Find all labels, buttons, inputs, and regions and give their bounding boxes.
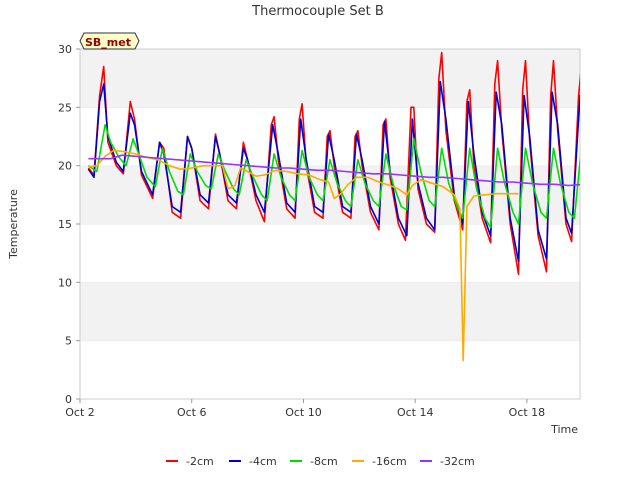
grid-band: [80, 282, 580, 341]
grid-band: [80, 224, 580, 283]
site-badge-label: SB_met: [85, 36, 131, 49]
y-axis: 0 5 10 15 20 25 30: [58, 43, 80, 406]
legend-item: -32cm: [420, 455, 475, 468]
grid-bands: [80, 48, 580, 399]
y-tick-label: 30: [58, 43, 72, 56]
legend: -2cm -4cm -8cm -16cm -32cm: [166, 455, 475, 468]
y-tick-label: 10: [58, 276, 72, 289]
legend-label: -8cm: [310, 455, 338, 468]
legend-label: -4cm: [249, 455, 277, 468]
legend-item: -4cm: [229, 455, 277, 468]
series-lines: [87, 51, 580, 362]
x-tick-label: Oct 2: [65, 406, 95, 419]
series-line-16cm: [88, 149, 519, 362]
y-axis-label: Temperature: [7, 189, 20, 260]
x-tick-label: Oct 10: [285, 406, 322, 419]
x-tick-label: Oct 18: [509, 406, 546, 419]
legend-item: -8cm: [290, 455, 338, 468]
x-tick-label: Oct 14: [397, 406, 434, 419]
grid-band: [80, 340, 580, 399]
x-axis: Oct 2 Oct 6 Oct 10 Oct 14 Oct 18: [65, 399, 545, 419]
legend-label: -32cm: [440, 455, 475, 468]
series-line-32cm: [88, 154, 580, 187]
x-axis-label: Time: [550, 423, 578, 436]
grid-band: [80, 165, 580, 224]
chart-title: Thermocouple Set B: [251, 4, 384, 19]
grid-band: [80, 49, 580, 108]
y-tick-label: 25: [58, 101, 72, 114]
y-tick-label: 20: [58, 160, 72, 173]
y-tick-label: 0: [65, 393, 72, 406]
series-line-4cm: [87, 80, 580, 263]
y-tick-label: 15: [58, 218, 72, 231]
y-tick-label: 5: [65, 335, 72, 348]
legend-item: -2cm: [166, 455, 214, 468]
legend-label: -16cm: [372, 455, 407, 468]
site-badge: SB_met: [79, 32, 140, 50]
series-line-8cm: [87, 124, 580, 229]
legend-item: -16cm: [352, 455, 407, 468]
x-tick-label: Oct 6: [177, 406, 207, 419]
legend-label: -2cm: [186, 455, 214, 468]
